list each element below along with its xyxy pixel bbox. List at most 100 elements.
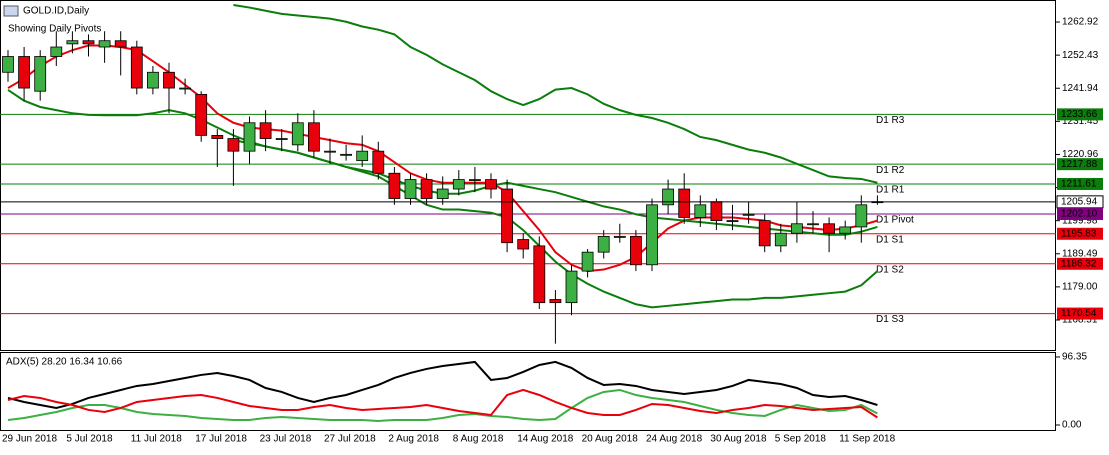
x-tick-label: 2 Aug 2018	[388, 434, 439, 445]
pivot-level-name: D1 Pivot	[876, 215, 914, 226]
candle-body	[259, 122, 272, 139]
pivot-price-label: 1217.88	[1061, 159, 1098, 170]
candle-body	[82, 40, 95, 45]
candle-body	[388, 172, 401, 199]
candle-body	[839, 226, 852, 234]
pivot-level-name: D1 R3	[876, 115, 905, 126]
x-tick-label: 24 Aug 2018	[646, 434, 703, 445]
pivot-level-name: D1 S2	[876, 264, 904, 275]
candle-body	[130, 46, 143, 89]
candle-body	[163, 71, 175, 89]
candle-body	[678, 188, 691, 218]
pivot-price-box	[1057, 158, 1103, 171]
candle-body	[694, 204, 707, 218]
candle-body	[758, 220, 771, 247]
candle-body	[404, 179, 417, 199]
x-tick-label: 17 Jul 2018	[195, 434, 247, 445]
pivot-price-box	[1057, 207, 1103, 220]
y-tick-label: 0.00	[1062, 420, 1082, 431]
y-tick-label: 1252.43	[1062, 50, 1099, 61]
y-tick-label: 1199.98	[1062, 215, 1098, 226]
x-tick-label: 5 Jul 2018	[66, 434, 113, 445]
candle-body	[452, 179, 465, 190]
candle-body	[565, 270, 578, 304]
x-tick-label: 30 Aug 2018	[710, 434, 767, 445]
candle-body	[50, 46, 63, 57]
pivot-price-box	[1057, 307, 1103, 320]
candle-body	[227, 138, 240, 152]
candle-body	[275, 138, 288, 140]
candle-body	[324, 150, 336, 153]
adx-title: ADX(5) 28.20 16.34 10.66	[6, 357, 123, 368]
candle-body	[549, 299, 562, 304]
candle-body	[597, 235, 610, 253]
candle-body	[66, 40, 79, 45]
candle-body	[646, 204, 658, 266]
pivot-level-name: D1 R1	[876, 185, 905, 196]
candle-body	[613, 235, 626, 238]
adx-pane	[0, 352, 1056, 431]
pivot-price-label: 1202.10	[1061, 209, 1098, 220]
y-tick-label: 96.35	[1062, 352, 1087, 363]
pivot-level-name: D1 S1	[876, 234, 904, 245]
pivot-level-name: D1 S3	[876, 314, 904, 325]
candle-body	[630, 235, 642, 266]
pivot-price-label: 1186.32	[1061, 258, 1097, 269]
y-tick-label: 1231.45	[1062, 116, 1099, 127]
x-tick-label: 5 Sep 2018	[775, 434, 827, 445]
candle-body	[195, 93, 208, 136]
y-tick-label: 1168.51	[1062, 315, 1098, 326]
candle-body	[146, 71, 159, 89]
series-line	[7, 360, 878, 409]
candle-body	[485, 179, 497, 190]
x-tick-label: 20 Aug 2018	[582, 434, 639, 445]
candle-body	[420, 179, 433, 199]
y-tick-label: 1241.94	[1062, 83, 1099, 94]
pivot-price-box	[1057, 108, 1103, 121]
x-tick-label: 14 Aug 2018	[517, 434, 574, 445]
candle-body	[2, 56, 14, 73]
x-tick-label: 11 Jul 2018	[131, 434, 182, 445]
series-line	[233, 4, 878, 184]
chart-subtitle: Showing Daily Pivots	[8, 24, 101, 35]
y-tick-label: 1220.96	[1062, 149, 1099, 160]
candle-body	[662, 188, 674, 206]
candle-body	[307, 122, 320, 152]
current-price-box	[1056, 195, 1104, 209]
pivot-price-label: 1195.83	[1061, 228, 1097, 239]
candle-body	[356, 150, 369, 162]
series-line	[233, 139, 879, 309]
candle-body	[34, 56, 47, 92]
x-tick-label: 11 Sep 2018	[839, 434, 895, 445]
x-tick-label: 27 Jul 2018	[324, 434, 376, 445]
candle-body	[98, 40, 111, 48]
candle-body	[340, 153, 353, 156]
y-tick-label: 1179.00	[1062, 282, 1098, 293]
candle-body	[291, 122, 304, 146]
candle-body	[243, 122, 256, 152]
pivot-price-box	[1057, 257, 1103, 270]
candle-body	[179, 87, 192, 90]
candle-body	[372, 150, 385, 174]
candle-body	[501, 188, 514, 244]
x-tick-label: 23 Jul 2018	[260, 434, 312, 445]
candle-body	[855, 204, 868, 228]
candle-body	[823, 223, 835, 234]
candle-body	[211, 134, 224, 139]
current-price-label: 1205.94	[1061, 196, 1098, 207]
pivot-price-label: 1170.54	[1061, 308, 1097, 319]
chart-title: GOLD.ID,Daily	[23, 6, 89, 17]
main-pane	[0, 0, 1056, 351]
candle-body	[726, 220, 739, 223]
candle-body	[807, 223, 819, 226]
series-line	[7, 388, 878, 419]
candle-body	[436, 188, 449, 199]
candle-body	[533, 245, 546, 304]
candle-body	[517, 239, 530, 250]
candle-body	[581, 251, 594, 272]
x-tick-label: 8 Aug 2018	[453, 434, 504, 445]
candle-body	[710, 201, 723, 222]
candle-body	[742, 213, 755, 216]
